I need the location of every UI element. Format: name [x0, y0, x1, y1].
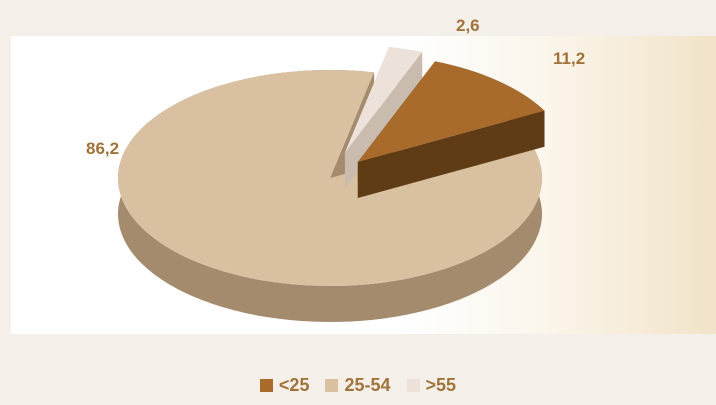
- data-label-under-25: 11,2: [553, 49, 585, 68]
- legend-label-under-25: <25: [278, 375, 310, 395]
- data-label-25-54: 86,2: [86, 139, 119, 158]
- legend-swatch-over-55: [406, 379, 420, 392]
- legend-label-25-54: 25-54: [344, 375, 391, 395]
- legend-item-over-55: >55: [406, 375, 457, 396]
- pie-slice-under-25: [357, 61, 545, 162]
- pie-slice-over-55: [344, 46, 423, 153]
- pie-slice-face-under-25: [357, 110, 545, 198]
- data-label-over-55: 2,6: [456, 16, 480, 35]
- legend: <25 25-54 >55: [0, 375, 716, 396]
- legend-label-over-55: >55: [425, 375, 457, 395]
- legend-swatch-25-54: [325, 379, 339, 392]
- legend-item-under-25: <25: [259, 375, 310, 396]
- legend-swatch-under-25: [259, 379, 273, 392]
- legend-item-25-54: 25-54: [325, 375, 391, 396]
- pie-slices: [117, 46, 545, 322]
- pie-slice-25-54: [118, 70, 542, 287]
